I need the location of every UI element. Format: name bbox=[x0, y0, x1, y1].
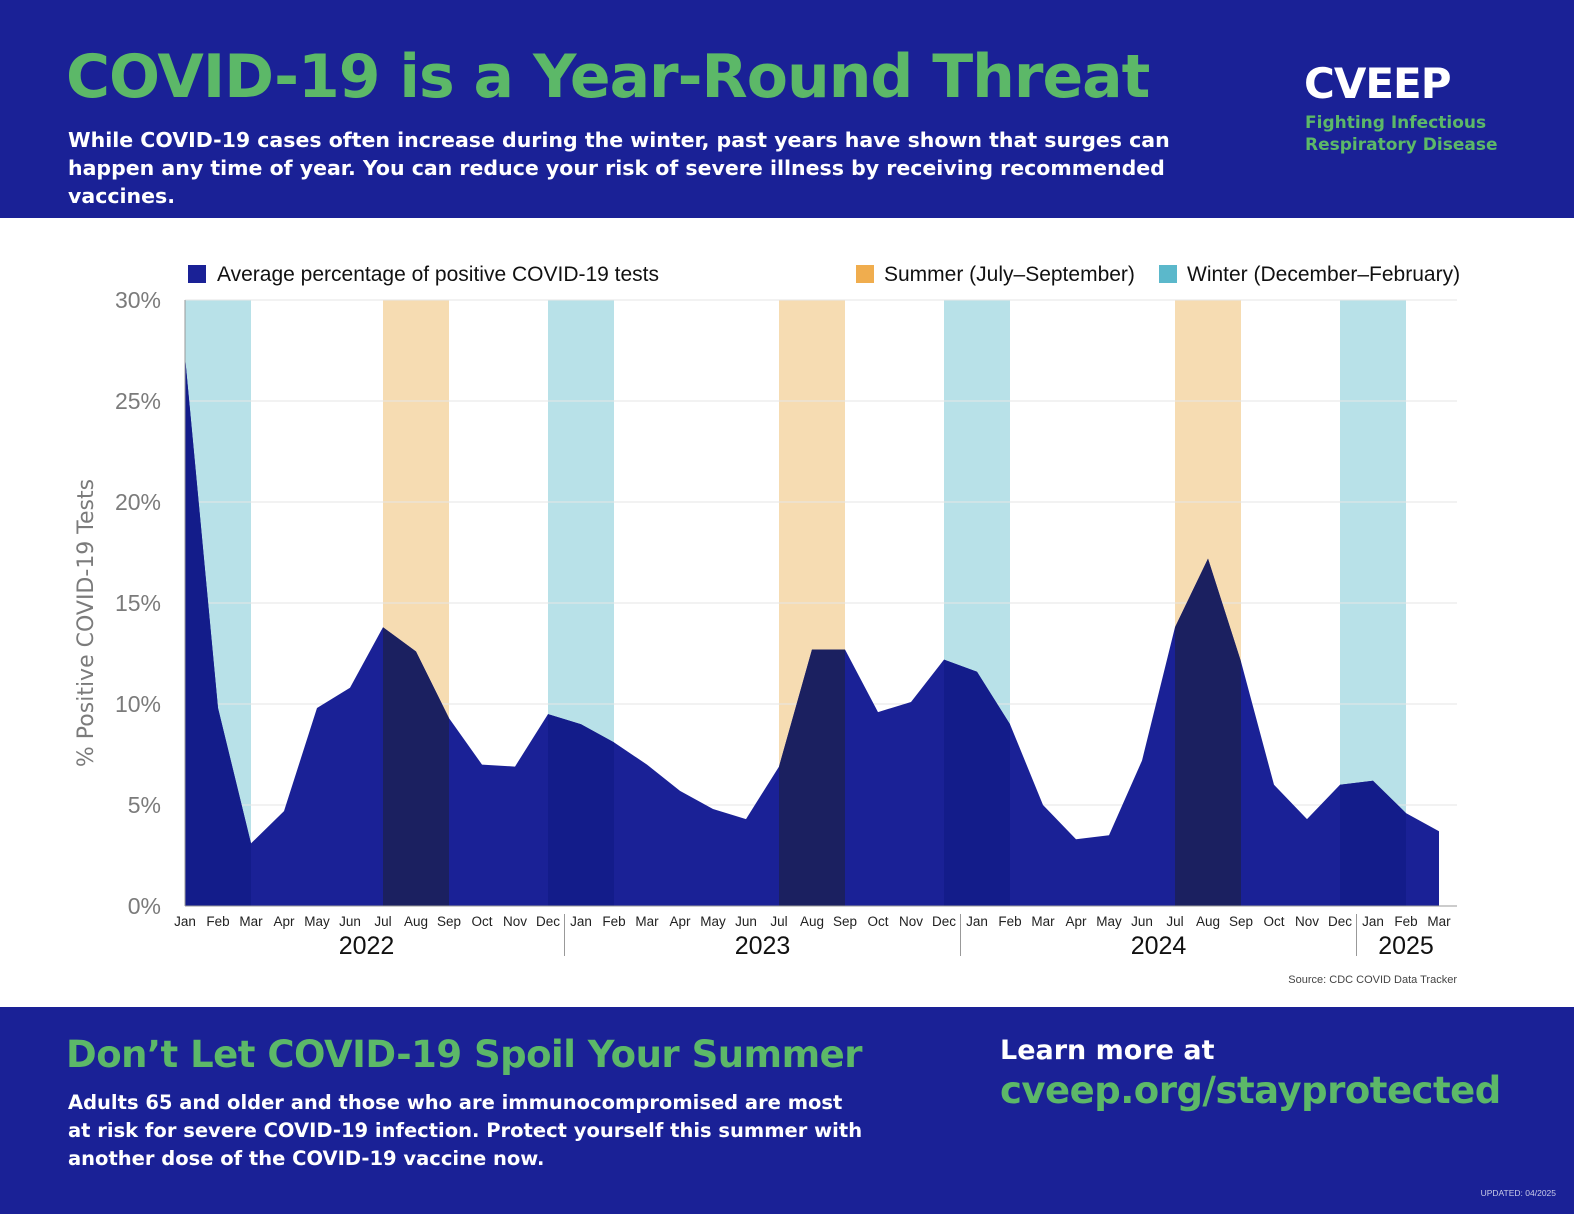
x-tick-label-39: Mar bbox=[1427, 914, 1451, 929]
positivity-area-fill bbox=[185, 356, 1439, 907]
y-tick-label-25: 25% bbox=[115, 388, 161, 414]
y-tick-label-10: 10% bbox=[115, 691, 161, 717]
y-tick-label-5: 5% bbox=[128, 792, 161, 818]
x-tick-label-20: Aug bbox=[800, 914, 824, 929]
x-tick-label-18: Jun bbox=[735, 914, 757, 929]
x-tick-label-5: May bbox=[304, 914, 330, 929]
x-tick-label-32: Aug bbox=[1196, 914, 1220, 929]
x-tick-label-2: Feb bbox=[206, 914, 229, 929]
x-tick-label-31: Jul bbox=[1166, 914, 1183, 929]
x-tick-label-34: Oct bbox=[1263, 914, 1284, 929]
y-tick-label-0: 0% bbox=[128, 893, 161, 919]
learn-more-link[interactable]: cveep.org/stayprotected bbox=[1000, 1069, 1501, 1112]
x-tick-label-25: Jan bbox=[966, 914, 988, 929]
chart-section: 0% 5% 10% 15% 20% 25% 30% % Positive COVID-19 T… bbox=[0, 218, 1574, 1007]
x-tick-label-9: Sep bbox=[437, 914, 461, 929]
footer-banner: Don’t Let COVID-19 Spoil Your Summer Adu… bbox=[0, 1007, 1574, 1214]
x-tick-label-6: Jun bbox=[339, 914, 361, 929]
x-tick-label-7: Jul bbox=[374, 914, 391, 929]
x-tick-label-1: Jan bbox=[174, 914, 196, 929]
x-tick-label-22: Oct bbox=[867, 914, 888, 929]
cveep-logo: CVEEP bbox=[1304, 59, 1451, 108]
y-tick-label-20: 20% bbox=[115, 489, 161, 515]
legend-swatch-summer bbox=[856, 265, 874, 283]
footer-heading: Don’t Let COVID-19 Spoil Your Summer bbox=[66, 1033, 863, 1076]
x-tick-label-10: Oct bbox=[471, 914, 492, 929]
y-tick-label-15: 15% bbox=[115, 590, 161, 616]
x-tick-label-36: Dec bbox=[1328, 914, 1352, 929]
x-tick-label-3: Mar bbox=[239, 914, 263, 929]
x-tick-label-12: Dec bbox=[536, 914, 560, 929]
updated-date: UPDATED: 04/2025 bbox=[1480, 1188, 1556, 1198]
source-note: Source: CDC COVID Data Tracker bbox=[1288, 974, 1457, 986]
brand-tagline: Fighting Infectious Respiratory Disease bbox=[1305, 112, 1545, 156]
x-tick-label-29: May bbox=[1096, 914, 1122, 929]
year-label-2023: 2023 bbox=[735, 932, 791, 960]
x-tick-label-14: Feb bbox=[602, 914, 625, 929]
x-tick-label-30: Jun bbox=[1131, 914, 1153, 929]
x-tick-label-27: Mar bbox=[1031, 914, 1055, 929]
year-label-2022: 2022 bbox=[339, 932, 395, 960]
year-label-2024: 2024 bbox=[1131, 932, 1187, 960]
tagline-line-2: Respiratory Disease bbox=[1305, 135, 1498, 155]
legend-swatch-winter bbox=[1159, 265, 1177, 283]
axes: 0% 5% 10% 15% 20% 25% 30% % Positive COVID-19 T… bbox=[74, 287, 1457, 986]
legend-swatch-series bbox=[188, 265, 206, 283]
y-tick-label-30: 30% bbox=[115, 287, 161, 313]
y-axis-title: % Positive COVID-19 Tests bbox=[74, 479, 99, 767]
footer-body: Adults 65 and older and those who are im… bbox=[68, 1091, 863, 1170]
year-label-2025: 2025 bbox=[1378, 932, 1434, 960]
x-tick-label-4: Apr bbox=[273, 914, 295, 929]
x-tick-label-28: Apr bbox=[1065, 914, 1087, 929]
page-title: COVID-19 is a Year-Round Threat bbox=[66, 42, 1150, 112]
tagline-line-1: Fighting Infectious bbox=[1305, 113, 1487, 133]
x-tick-label-17: May bbox=[700, 914, 726, 929]
x-tick-label-37: Jan bbox=[1362, 914, 1384, 929]
x-tick-label-26: Feb bbox=[998, 914, 1021, 929]
header-banner: COVID-19 is a Year-Round Threat While CO… bbox=[0, 0, 1574, 218]
x-tick-label-35: Nov bbox=[1295, 914, 1319, 929]
x-tick-label-8: Aug bbox=[404, 914, 428, 929]
x-tick-label-38: Feb bbox=[1394, 914, 1417, 929]
x-tick-label-16: Apr bbox=[669, 914, 691, 929]
page-subtitle: While COVID-19 cases often increase duri… bbox=[68, 128, 1170, 208]
positivity-chart: 0% 5% 10% 15% 20% 25% 30% % Positive COVID-19 T… bbox=[74, 263, 1460, 986]
x-tick-label-24: Dec bbox=[932, 914, 956, 929]
learn-more-label: Learn more at bbox=[1000, 1035, 1215, 1066]
x-tick-label-21: Sep bbox=[833, 914, 857, 929]
x-tick-label-13: Jan bbox=[570, 914, 592, 929]
legend: Average percentage of positive COVID-19 … bbox=[188, 263, 1460, 286]
legend-label-summer: Summer (July–September) bbox=[884, 263, 1135, 286]
legend-label-winter: Winter (December–February) bbox=[1187, 263, 1460, 286]
x-tick-label-23: Nov bbox=[899, 914, 923, 929]
x-tick-label-19: Jul bbox=[770, 914, 787, 929]
legend-label-series: Average percentage of positive COVID-19 … bbox=[217, 263, 659, 286]
x-tick-label-33: Sep bbox=[1229, 914, 1253, 929]
x-tick-label-11: Nov bbox=[503, 914, 527, 929]
x-tick-label-15: Mar bbox=[635, 914, 659, 929]
